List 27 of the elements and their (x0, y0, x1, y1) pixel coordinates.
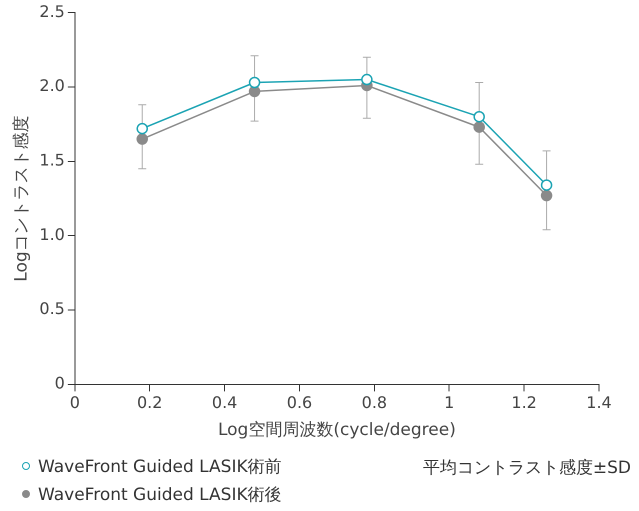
x-tick-label: 1.2 (511, 393, 537, 412)
point (136, 122, 148, 134)
legend-label: WaveFront Guided LASIK術後 (38, 484, 282, 506)
point (248, 76, 260, 88)
x-axis-title: Log空間周波数(cycle/degree) (218, 420, 456, 440)
x-tick-label: 0 (70, 393, 80, 412)
y-tick-label: 2.5 (39, 2, 65, 21)
x-tick-label: 0.2 (137, 393, 162, 412)
y-tick-label: 0 (54, 374, 65, 393)
x-tick-label: 0.8 (362, 393, 388, 412)
point (136, 133, 148, 145)
y-tick-label: 1.0 (39, 224, 65, 244)
point (540, 190, 552, 202)
legend-label: WaveFront Guided LASIK術前 (38, 456, 282, 478)
y-tick-label: 0.5 (39, 299, 65, 318)
y-tick-label: 1.5 (39, 150, 65, 170)
text: 平均コントラスト感度±SD (422, 457, 631, 479)
x-tick-label: 1 (444, 393, 454, 412)
point (473, 121, 485, 133)
x-tick-label: 0.4 (212, 393, 238, 412)
x-tick-label: 0.6 (286, 393, 312, 412)
x-tick-label: 1.4 (586, 393, 612, 412)
y-axis-title: Logコントラスト感度 (12, 115, 32, 282)
point (473, 110, 485, 122)
point (540, 179, 552, 191)
y-tick-label: 2.0 (39, 76, 65, 96)
point (361, 74, 373, 86)
